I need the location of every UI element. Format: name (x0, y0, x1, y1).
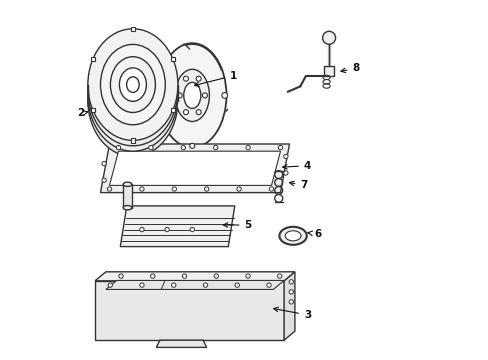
Circle shape (140, 283, 144, 287)
Text: 2: 2 (77, 108, 88, 118)
Circle shape (102, 178, 106, 182)
Polygon shape (120, 206, 234, 247)
Bar (170, 108, 175, 112)
Circle shape (196, 109, 201, 114)
Bar (130, 27, 135, 31)
Ellipse shape (119, 68, 146, 102)
Bar (170, 57, 175, 62)
Circle shape (245, 274, 250, 278)
Circle shape (182, 274, 186, 278)
Ellipse shape (285, 231, 301, 241)
Text: 8: 8 (340, 63, 359, 73)
Circle shape (277, 274, 282, 278)
Circle shape (107, 187, 111, 191)
Text: 1: 1 (194, 71, 237, 86)
Circle shape (177, 93, 182, 98)
Ellipse shape (110, 57, 155, 112)
Text: 5: 5 (223, 220, 251, 230)
Circle shape (269, 187, 273, 191)
Bar (123, 184, 132, 208)
Ellipse shape (279, 227, 306, 245)
Circle shape (202, 93, 207, 98)
Circle shape (140, 228, 144, 232)
Bar (323, 66, 334, 76)
Circle shape (213, 145, 218, 150)
Circle shape (266, 283, 270, 287)
Circle shape (116, 145, 121, 150)
Circle shape (183, 109, 188, 114)
Circle shape (196, 76, 201, 81)
Ellipse shape (175, 69, 209, 122)
Polygon shape (156, 340, 206, 347)
Circle shape (102, 161, 106, 166)
Circle shape (183, 76, 188, 81)
Circle shape (171, 283, 176, 287)
Polygon shape (101, 144, 289, 193)
Circle shape (288, 290, 293, 294)
Circle shape (164, 228, 169, 232)
Polygon shape (109, 151, 280, 185)
Polygon shape (284, 272, 294, 340)
Circle shape (204, 187, 208, 191)
Text: 4: 4 (282, 161, 311, 171)
Circle shape (140, 187, 144, 191)
Circle shape (278, 145, 282, 150)
Ellipse shape (126, 77, 139, 93)
Circle shape (148, 145, 153, 150)
Ellipse shape (101, 44, 165, 125)
Circle shape (222, 93, 227, 98)
Circle shape (214, 274, 218, 278)
Circle shape (190, 228, 194, 232)
Bar (90, 57, 95, 62)
Ellipse shape (88, 45, 178, 157)
Circle shape (283, 171, 287, 175)
Ellipse shape (123, 206, 132, 210)
Bar (130, 138, 135, 143)
Circle shape (181, 145, 185, 150)
Polygon shape (95, 281, 284, 340)
Circle shape (108, 283, 112, 287)
Ellipse shape (88, 34, 178, 146)
Text: 3: 3 (273, 307, 310, 320)
Circle shape (119, 274, 123, 278)
Ellipse shape (88, 40, 178, 151)
Circle shape (235, 283, 239, 287)
Ellipse shape (158, 43, 226, 148)
Text: 7: 7 (289, 180, 307, 190)
Circle shape (172, 187, 176, 191)
Circle shape (288, 300, 293, 304)
Circle shape (237, 187, 241, 191)
Circle shape (288, 280, 293, 284)
Bar (90, 108, 95, 112)
Circle shape (245, 145, 250, 150)
Text: 6: 6 (307, 229, 321, 239)
Circle shape (283, 154, 287, 158)
Ellipse shape (183, 82, 201, 108)
Polygon shape (106, 280, 284, 289)
Polygon shape (95, 272, 294, 281)
Circle shape (150, 274, 155, 278)
Ellipse shape (88, 29, 178, 140)
Circle shape (322, 31, 335, 44)
Circle shape (189, 143, 194, 148)
Circle shape (203, 283, 207, 287)
Ellipse shape (123, 182, 132, 186)
